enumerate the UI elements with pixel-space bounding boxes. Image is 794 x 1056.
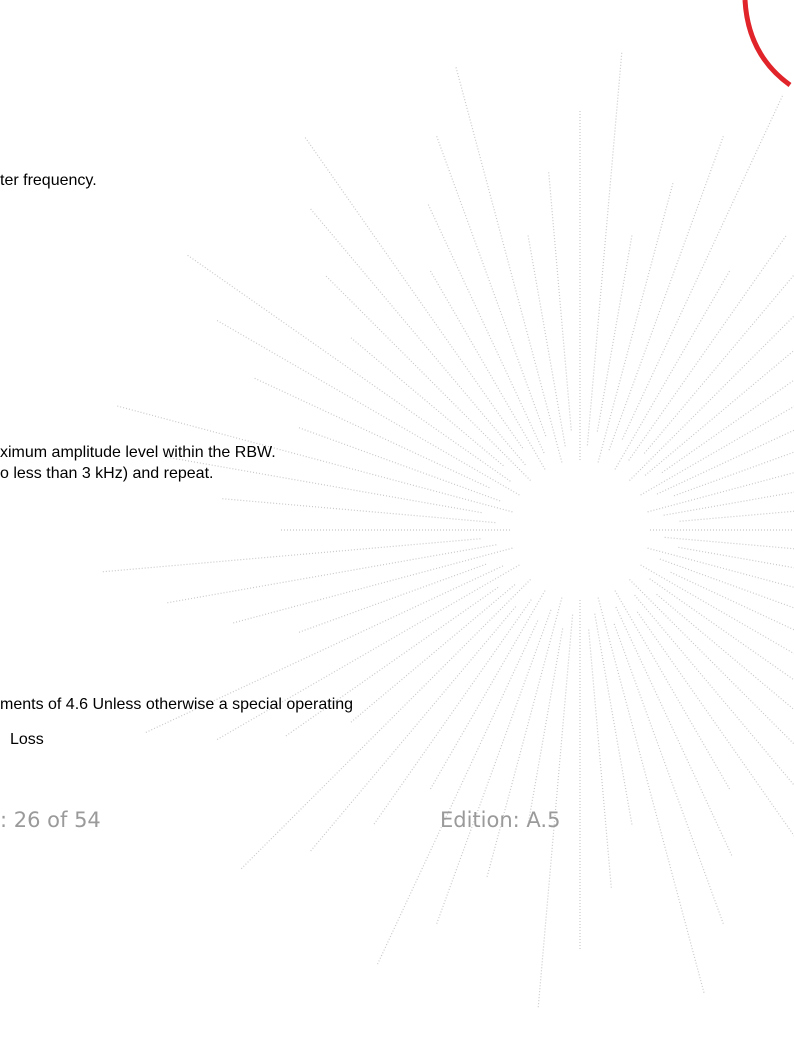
watermark-ray (660, 559, 794, 633)
watermark-ray (374, 600, 532, 825)
watermark-ray (665, 537, 794, 561)
watermark (0, 0, 794, 1056)
watermark-ray (216, 320, 519, 495)
watermark-ray (648, 437, 794, 512)
watermark-ray (595, 614, 632, 826)
watermark-ray (614, 624, 723, 925)
text-line: ments of 4.6 Unless otherwise a special … (0, 696, 353, 714)
watermark-ray (671, 572, 794, 682)
watermark-ray (549, 171, 572, 430)
watermark-ray (664, 457, 794, 515)
watermark-ray (609, 135, 724, 450)
watermark-ray (629, 235, 787, 460)
watermark-ray (598, 182, 673, 462)
watermark-ray (377, 621, 538, 965)
watermark-ray (616, 607, 732, 856)
watermark-ray (629, 579, 794, 784)
watermark-ray (528, 235, 565, 447)
page-number: : 26 of 54 (0, 808, 101, 832)
text-line: Loss (10, 731, 44, 749)
watermark-ray (166, 545, 496, 603)
watermark-ray (254, 378, 490, 488)
watermark-ray (350, 337, 503, 466)
watermark-ray (662, 324, 794, 473)
watermark-ray (325, 275, 530, 480)
watermark-ray (615, 270, 730, 469)
watermark-ray (641, 565, 794, 740)
text-line: o less than 3 kHz) and repeat. (0, 465, 213, 483)
text-line: ximum amplitude level within the RBW. (0, 444, 276, 462)
watermark-ray (674, 427, 794, 495)
watermark-ray (430, 591, 545, 790)
watermark-ray (622, 95, 783, 439)
watermark-ray (436, 135, 545, 436)
watermark-ray (305, 137, 523, 448)
watermark-ray (650, 579, 794, 806)
watermark-ray (657, 327, 794, 494)
watermark-ray (680, 488, 794, 521)
watermark-ray (587, 52, 621, 445)
watermark-rays (102, 52, 794, 1008)
edition: Edition: A.5 (440, 808, 560, 832)
watermark-ray (615, 591, 730, 790)
watermark-ray (350, 585, 515, 723)
watermark-ray (678, 547, 794, 603)
watermark-ray (635, 595, 794, 852)
watermark-ray (298, 427, 500, 501)
watermark-ray (232, 548, 512, 623)
watermark-ray (285, 587, 498, 736)
watermark-ray (641, 320, 794, 495)
watermark-ray (166, 457, 481, 513)
watermark-ray (102, 539, 481, 572)
watermark-ray (629, 191, 794, 481)
watermark-ray (598, 598, 704, 994)
watermark-ray (644, 208, 794, 453)
page: {"body": {"lines": ["ter frequency.", "x… (0, 0, 794, 1056)
text-line: ter frequency. (0, 172, 97, 190)
watermark-ray (645, 337, 794, 475)
watermark-ray (436, 610, 551, 925)
watermark-ray (428, 204, 544, 453)
watermark-ray (637, 612, 794, 923)
watermark-ray (456, 66, 562, 462)
watermark-ray (221, 499, 495, 523)
seal-stamp (745, 0, 790, 85)
watermark-ray (430, 270, 545, 469)
watermark-ray (648, 548, 794, 654)
watermark-ray (487, 598, 562, 878)
watermark-ray (310, 208, 525, 465)
watermark-ray (589, 630, 612, 889)
